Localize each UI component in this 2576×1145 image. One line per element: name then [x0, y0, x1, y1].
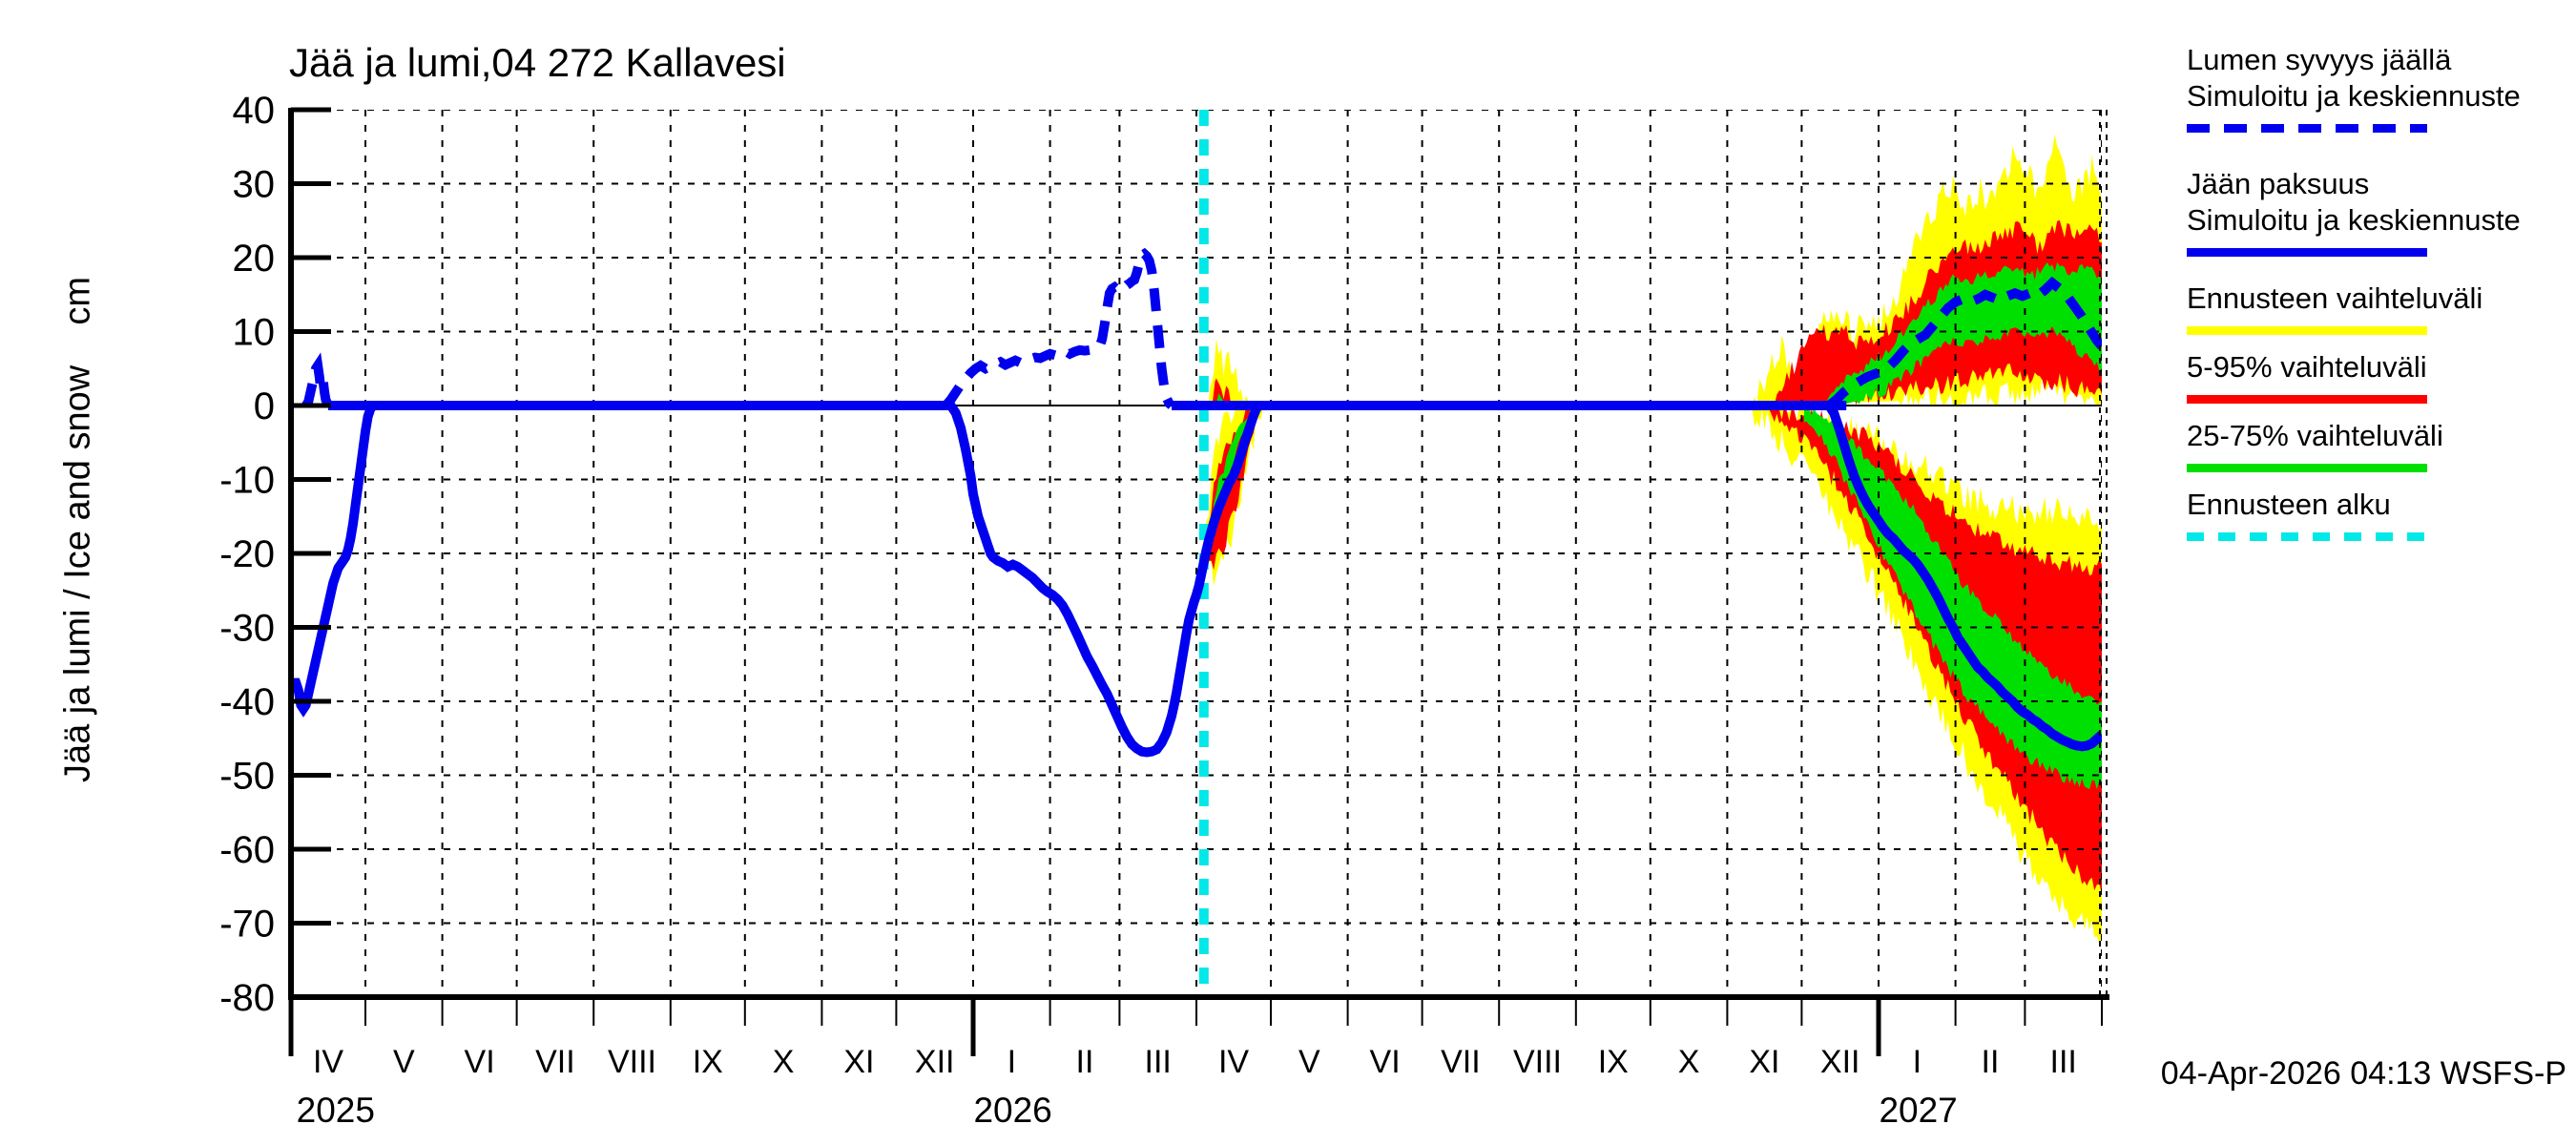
plot-clip-group: [291, 110, 2102, 997]
legend-item-ice-thickness-simulated: Jään paksuus Simuloitu ja keskiennuste: [2187, 166, 2568, 257]
y-tick-label: -10: [219, 460, 275, 502]
month-label: III: [2050, 1044, 2077, 1080]
legend-item-range-5-95: 5-95% vaihteluväli: [2187, 349, 2568, 404]
y-tick-label: -50: [219, 756, 275, 798]
band-winter27-below-red: [1769, 406, 2102, 894]
month-label: VII: [535, 1044, 575, 1080]
month-label: V: [393, 1044, 415, 1080]
series-snow-median-2026-27: [1825, 276, 2102, 409]
year-label: 2026: [973, 1091, 1051, 1130]
series-snow-spike-spring-2025: [301, 352, 333, 408]
y-tick-label: -60: [219, 829, 275, 871]
legend-swatch-snow-depth-simulated: [2187, 124, 2427, 133]
month-label: X: [1678, 1044, 1700, 1080]
timestamp: 04-Apr-2026 04:13 WSFS-P: [2160, 1055, 2566, 1092]
year-label: 2027: [1879, 1091, 1957, 1130]
month-label: IX: [1598, 1044, 1629, 1080]
y-tick-label: -70: [219, 904, 275, 946]
band-winter27-above-green: [1823, 261, 2102, 406]
series-snow-winter-2025-26: [942, 247, 1175, 409]
month-label: III: [1145, 1044, 1172, 1080]
y-tick-label: 10: [233, 312, 276, 354]
month-label: I: [1008, 1044, 1016, 1080]
month-label: VII: [1441, 1044, 1481, 1080]
month-label: VI: [465, 1044, 495, 1080]
y-tick-label: 40: [233, 90, 276, 132]
legend-label: 25-75% vaihteluväli: [2187, 419, 2443, 452]
y-tick-label: -80: [219, 977, 275, 1019]
legend-label: Ennusteen vaihteluväli: [2187, 281, 2483, 315]
band-winter27-below-green: [1804, 407, 2102, 790]
month-label: VI: [1370, 1044, 1401, 1080]
month-label: XII: [1820, 1044, 1860, 1080]
month-label: VIII: [608, 1044, 656, 1080]
month-label: VIII: [1513, 1044, 1562, 1080]
month-label: V: [1298, 1044, 1320, 1080]
legend-swatch-ice-thickness-simulated: [2187, 248, 2427, 257]
month-label: X: [773, 1044, 795, 1080]
y-tick-label: 0: [254, 385, 275, 427]
legend-label: 5-95% vaihteluväli: [2187, 350, 2427, 384]
year-label: 2025: [297, 1091, 375, 1130]
month-label: II: [1982, 1044, 2000, 1080]
legend-swatch-range-5-95: [2187, 395, 2427, 404]
series-ice-simulated-and-median: [291, 401, 2102, 758]
legend-item-forecast-start: Ennusteen alku: [2187, 487, 2568, 541]
legend-label: Simuloitu ja keskiennuste: [2187, 203, 2521, 237]
band-spring26-above-red: [1209, 378, 1236, 406]
legend-label: Ennusteen alku: [2187, 488, 2391, 521]
month-label: IV: [313, 1044, 343, 1080]
month-label: XI: [843, 1044, 874, 1080]
legend-label: Simuloitu ja keskiennuste: [2187, 79, 2521, 113]
month-label: II: [1076, 1044, 1094, 1080]
legend-item-range-25-75: 25-75% vaihteluväli: [2187, 418, 2568, 472]
month-label: I: [1913, 1044, 1922, 1080]
legend-label: Lumen syvyys jäällä: [2187, 43, 2452, 76]
legend-swatch-range-25-75: [2187, 464, 2427, 472]
y-tick-label: -30: [219, 608, 275, 650]
y-tick-label: -40: [219, 681, 275, 723]
y-tick-label: 30: [233, 164, 276, 206]
legend-swatch-forecast-range: [2187, 326, 2427, 335]
month-label: XI: [1749, 1044, 1779, 1080]
legend-item-forecast-range: Ennusteen vaihteluväli: [2187, 281, 2568, 335]
month-label: IX: [693, 1044, 723, 1080]
legend-label: Jään paksuus: [2187, 167, 2370, 200]
legend-swatch-forecast-start: [2187, 532, 2427, 541]
month-label: IV: [1218, 1044, 1249, 1080]
month-label: XII: [915, 1044, 955, 1080]
legend-item-snow-depth-simulated: Lumen syvyys jäällä Simuloitu ja keskienn…: [2187, 42, 2568, 133]
chart-title: Jää ja lumi,04 272 Kallavesi: [289, 40, 786, 85]
y-tick-label: -20: [219, 533, 275, 575]
y-tick-label: 20: [233, 238, 276, 280]
band-winter27-below-yellow: [1752, 406, 2102, 945]
